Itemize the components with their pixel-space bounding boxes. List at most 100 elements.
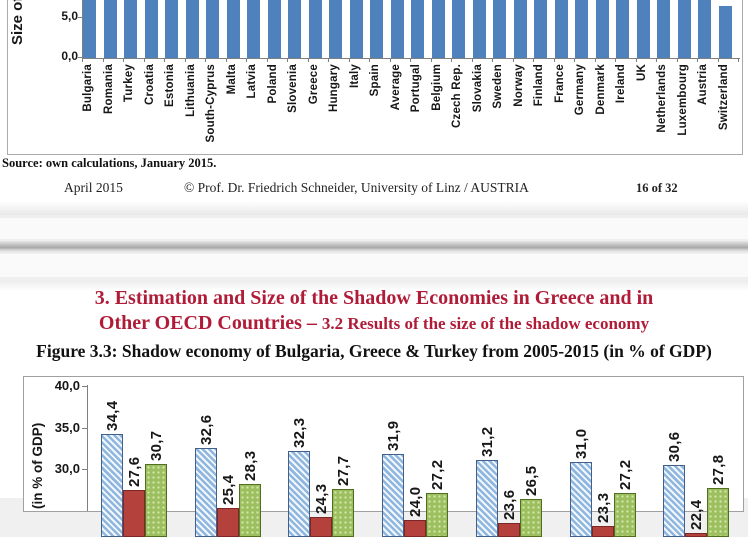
x-label-portugal: Portugal — [410, 64, 422, 112]
x-axis-tick — [472, 58, 473, 62]
bar-label-turkey-2015: 27,8 — [710, 449, 727, 485]
y-tick-label: 40,0 — [42, 378, 80, 393]
x-label-hungary: Hungary — [328, 64, 340, 112]
bar-romania — [104, 0, 117, 58]
source-note: Source: own calculations, January 2015. — [2, 156, 216, 171]
x-axis-tick — [677, 58, 678, 62]
x-axis-tick — [718, 58, 719, 62]
bar-spain — [370, 0, 383, 58]
bar-austria — [698, 0, 711, 58]
bar-greece-2010 — [217, 508, 239, 537]
bar-greece-2011 — [310, 517, 332, 537]
x-axis-line — [82, 58, 740, 59]
x-label-uk: UK — [636, 64, 648, 81]
bar-turkey-2011 — [332, 489, 354, 537]
bar-turkey-2005 — [145, 464, 167, 537]
bar-turkey-2013 — [520, 499, 542, 537]
bar-label-bulgaria-2015: 30,6 — [666, 426, 683, 462]
x-axis-tick — [431, 58, 432, 62]
x-label-south-cyprus: South-Cyprus — [205, 64, 217, 142]
y-tick-label: 0,0 — [48, 49, 78, 63]
x-label-turkey: Turkey — [123, 64, 135, 102]
x-label-ireland: Ireland — [615, 64, 627, 103]
x-axis-tick — [615, 58, 616, 62]
x-label-germany: Germany — [574, 64, 586, 115]
bar-bulgaria-2014 — [570, 462, 592, 537]
y-tick-label: 5,0 — [48, 9, 78, 23]
slide-bottom-edge — [0, 201, 748, 215]
bar-bulgaria-2010 — [195, 448, 217, 537]
x-axis-tick — [287, 58, 288, 62]
bar-greece-2013 — [498, 523, 520, 537]
y-tick-mark — [78, 17, 82, 18]
bar-label-bulgaria-2013: 31,2 — [479, 421, 496, 457]
bar-greece-2005 — [123, 490, 145, 537]
x-label-switzerland: Switzerland — [718, 64, 730, 130]
y-tick-label: 30,0 — [42, 461, 80, 476]
bar-portugal — [411, 0, 424, 58]
bar-poland — [268, 0, 281, 58]
x-label-sweden: Sweden — [492, 64, 504, 109]
top-chart-y-axis-title: Size of — [9, 1, 26, 45]
bar-norway — [514, 0, 527, 58]
bar-greece — [309, 0, 322, 58]
bar-label-greece-2005: 27,6 — [126, 451, 143, 487]
x-axis-tick — [328, 58, 329, 62]
y-tick-mark — [78, 57, 82, 58]
x-axis-tick — [205, 58, 206, 62]
x-axis-tick — [697, 58, 698, 62]
x-axis-tick — [349, 58, 350, 62]
page-gap — [0, 215, 748, 280]
bar-label-turkey-2005: 30,7 — [148, 425, 165, 461]
x-label-malta: Malta — [226, 64, 238, 94]
bar-label-greece-2011: 24,3 — [313, 478, 330, 514]
bar-turkey — [124, 0, 137, 58]
bar-malta — [227, 0, 240, 58]
page-margin-strip — [0, 254, 748, 277]
x-label-slovakia: Slovakia — [472, 64, 484, 112]
x-axis-tick — [369, 58, 370, 62]
x-axis-tick — [226, 58, 227, 62]
slide-title-line-2-sub: 3.2 Results of the size of the shadow ec… — [322, 314, 649, 333]
x-label-croatia: Croatia — [144, 64, 156, 105]
x-label-finland: Finland — [533, 64, 545, 106]
y-tick-mark — [82, 469, 87, 470]
x-axis-tick — [595, 58, 596, 62]
x-axis-tick — [533, 58, 534, 62]
presentation-scroll-view: { "slide_top": { "source_note": "Source:… — [0, 0, 748, 498]
bar-finland — [534, 0, 547, 58]
x-label-bulgaria: Bulgaria — [82, 64, 94, 112]
x-label-austria: Austria — [697, 64, 709, 105]
x-axis-tick — [390, 58, 391, 62]
x-label-france: France — [554, 64, 566, 103]
bar-slovakia — [473, 0, 486, 58]
x-label-czech-rep-: Czech Rep. — [451, 64, 463, 128]
y-tick-label: 35,0 — [42, 420, 80, 435]
bar-label-turkey-2014: 27,2 — [617, 454, 634, 490]
x-label-romania: Romania — [103, 64, 115, 114]
bar-latvia — [247, 0, 260, 58]
bar-croatia — [145, 0, 158, 58]
x-axis-tick — [738, 58, 739, 62]
bar-bulgaria-2011 — [288, 451, 310, 537]
bar-label-bulgaria-2014: 31,0 — [573, 423, 590, 459]
x-label-netherlands: Netherlands — [656, 64, 668, 133]
bar-label-bulgaria-2005: 34,4 — [104, 395, 121, 431]
footer-date: April 2015 — [64, 180, 123, 196]
bar-label-greece-2012: 24,0 — [407, 481, 424, 517]
x-axis-tick — [267, 58, 268, 62]
y-tick-mark — [82, 428, 87, 429]
slide-title-line-2-main: Other OECD Countries – — [99, 312, 322, 334]
x-axis-tick — [82, 58, 83, 62]
x-label-slovenia: Slovenia — [287, 64, 299, 113]
bar-ireland — [616, 0, 629, 58]
bar-bulgaria-2012 — [382, 454, 404, 537]
bar-label-greece-2013: 23,6 — [501, 484, 518, 520]
x-axis-tick — [410, 58, 411, 62]
y-axis-line — [87, 385, 88, 511]
bar-bulgaria-2005 — [101, 434, 123, 537]
bar-greece-2012 — [404, 520, 426, 537]
bar-turkey-2012 — [426, 493, 448, 537]
